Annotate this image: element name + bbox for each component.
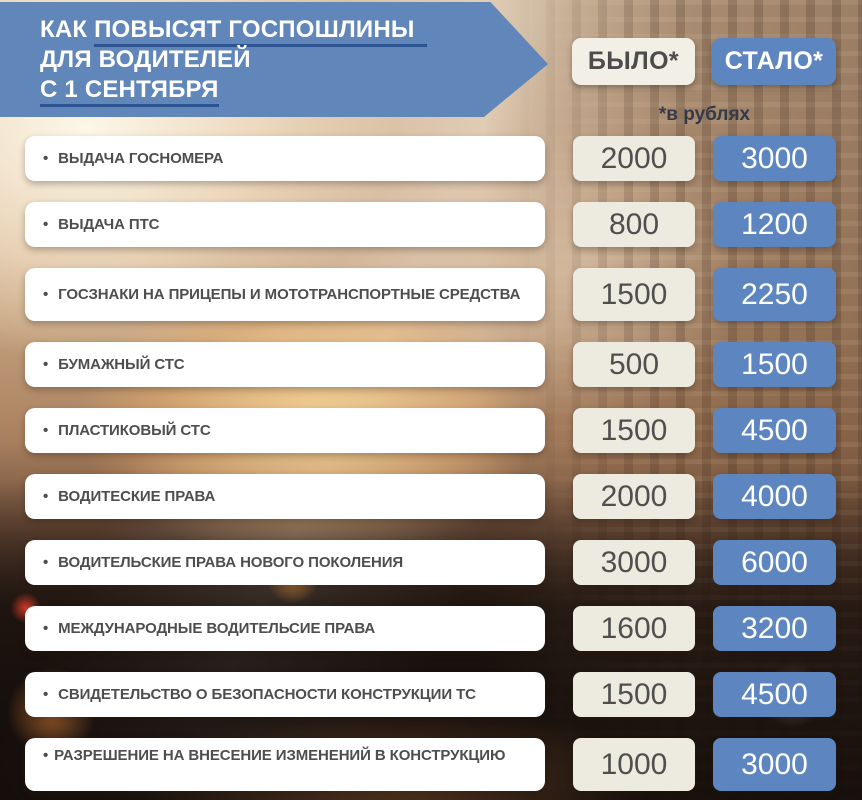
was-value: 1000	[573, 738, 695, 791]
bullet-icon: •	[43, 747, 49, 764]
was-value: 2000	[573, 474, 695, 519]
table-row: • ВЫДАЧА ПТС 800 1200	[25, 202, 836, 247]
row-label: ВОДИТЕЛЬСКИЕ ПРАВА НОВОГО ПОКОЛЕНИЯ	[58, 553, 404, 571]
row-label: ВОДИТЕСКИЕ ПРАВА	[58, 487, 216, 505]
was-value: 500	[573, 342, 695, 387]
now-value: 1500	[713, 342, 836, 387]
row-label-box: • БУМАЖНЫЙ СТС	[25, 342, 545, 387]
was-value: 1500	[573, 268, 695, 321]
row-label-box: • ВОДИТЕЛЬСКИЕ ПРАВА НОВОГО ПОКОЛЕНИЯ	[25, 540, 545, 585]
was-value: 1500	[573, 672, 695, 717]
bullet-icon: •	[43, 355, 49, 373]
table-row: • БУМАЖНЫЙ СТС 500 1500	[25, 342, 836, 387]
row-label: БУМАЖНЫЙ СТС	[58, 355, 185, 373]
table-row: • СВИДЕТЕЛЬСТВО О БЕЗОПАСНОСТИ КОНСТРУКЦИ…	[25, 672, 836, 717]
now-value: 4500	[713, 408, 836, 453]
row-label-box: • ВОДИТЕСКИЕ ПРАВА	[25, 474, 545, 519]
title-line-3: С 1 СЕНТЯБРЯ	[40, 75, 548, 107]
row-label-box: • РАЗРЕШЕНИЕ НА ВНЕСЕНИЕ ИЗМЕНЕНИЙ В КОНС…	[25, 738, 545, 791]
table-row: • РАЗРЕШЕНИЕ НА ВНЕСЕНИЕ ИЗМЕНЕНИЙ В КОНС…	[25, 738, 836, 791]
fees-table: • ВЫДАЧА ГОСНОМЕРА 2000 3000 • ВЫДАЧА ПТС …	[25, 136, 836, 791]
now-value: 3000	[713, 738, 836, 791]
now-value: 3200	[713, 606, 836, 651]
now-value: 2250	[713, 268, 836, 321]
bullet-icon: •	[43, 487, 49, 505]
was-value: 800	[573, 202, 695, 247]
bullet-icon: •	[43, 215, 49, 233]
row-label-box: • ПЛАСТИКОВЫЙ СТС	[25, 408, 545, 453]
row-label-box: • ВЫДАЧА ПТС	[25, 202, 545, 247]
row-label-box: • СВИДЕТЕЛЬСТВО О БЕЗОПАСНОСТИ КОНСТРУКЦИ…	[25, 672, 545, 717]
row-label: ВЫДАЧА ГОСНОМЕРА	[58, 149, 224, 167]
table-row: • МЕЖДУНАРОДНЫЕ ВОДИТЕЛЬСИЕ ПРАВА 1600 32…	[25, 606, 836, 651]
title-line-1: КАК ПОВЫСЯТ ГОСПОШЛИНЫ	[40, 15, 548, 47]
column-header-was: БЫЛО*	[572, 38, 695, 85]
table-row: • ВОДИТЕСКИЕ ПРАВА 2000 4000	[25, 474, 836, 519]
row-label: ВЫДАЧА ПТС	[58, 215, 160, 233]
was-value: 2000	[573, 136, 695, 181]
bullet-icon: •	[43, 149, 49, 167]
row-label: РАЗРЕШЕНИЕ НА ВНЕСЕНИЕ ИЗМЕНЕНИЙ В КОНСТ…	[54, 747, 506, 764]
now-value: 3000	[713, 136, 836, 181]
was-value: 3000	[573, 540, 695, 585]
table-row: • ГОСЗНАКИ НА ПРИЦЕПЫ И МОТОТРАНСПОРТНЫЕ …	[25, 268, 836, 321]
table-row: • ВЫДАЧА ГОСНОМЕРА 2000 3000	[25, 136, 836, 181]
now-value: 4500	[713, 672, 836, 717]
bullet-icon: •	[43, 685, 49, 703]
bullet-icon: •	[43, 285, 49, 303]
header-banner: КАК ПОВЫСЯТ ГОСПОШЛИНЫ ДЛЯ ВОДИТЕЛЕЙ С 1…	[0, 2, 548, 117]
bullet-icon: •	[43, 421, 49, 439]
row-label-box: • МЕЖДУНАРОДНЫЕ ВОДИТЕЛЬСИЕ ПРАВА	[25, 606, 545, 651]
column-header-now: СТАЛО*	[712, 38, 836, 85]
table-row: • ПЛАСТИКОВЫЙ СТС 1500 4500	[25, 408, 836, 453]
now-value: 6000	[713, 540, 836, 585]
row-label: МЕЖДУНАРОДНЫЕ ВОДИТЕЛЬСИЕ ПРАВА	[58, 619, 376, 637]
now-value: 4000	[713, 474, 836, 519]
bullet-icon: •	[43, 553, 49, 571]
was-value: 1500	[573, 408, 695, 453]
row-label-box: • ГОСЗНАКИ НА ПРИЦЕПЫ И МОТОТРАНСПОРТНЫЕ …	[25, 268, 545, 321]
row-label: ГОСЗНАКИ НА ПРИЦЕПЫ И МОТОТРАНСПОРТНЫЕ С…	[58, 285, 521, 303]
row-label: ПЛАСТИКОВЫЙ СТС	[58, 421, 211, 439]
table-row: • ВОДИТЕЛЬСКИЕ ПРАВА НОВОГО ПОКОЛЕНИЯ 300…	[25, 540, 836, 585]
bullet-icon: •	[43, 619, 49, 637]
row-label-box: • ВЫДАЧА ГОСНОМЕРА	[25, 136, 545, 181]
now-value: 1200	[713, 202, 836, 247]
was-value: 1600	[573, 606, 695, 651]
row-label: СВИДЕТЕЛЬСТВО О БЕЗОПАСНОСТИ КОНСТРУКЦИИ…	[58, 685, 476, 703]
units-note: *в рублях	[658, 104, 751, 125]
title-line-2: ДЛЯ ВОДИТЕЛЕЙ	[40, 46, 251, 73]
